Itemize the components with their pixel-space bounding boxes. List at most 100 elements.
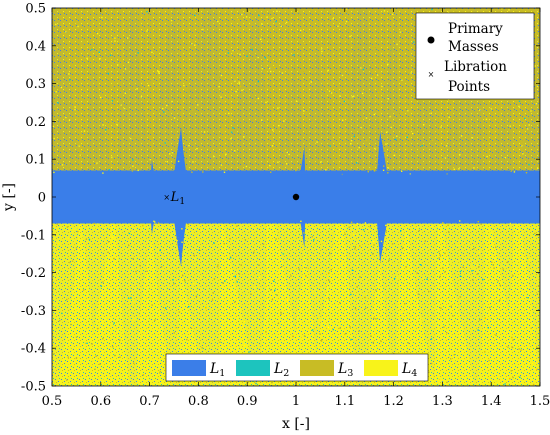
- basin-speckle: [430, 338, 433, 340]
- basin-speckle: [266, 16, 268, 18]
- basin-speckle: [155, 36, 158, 38]
- basin-speckle: [484, 356, 487, 359]
- basin-speckle: [105, 355, 108, 357]
- legend-swatch-l1: [172, 360, 206, 376]
- basin-speckle: [327, 9, 329, 11]
- basin-speckle: [284, 310, 287, 312]
- basin-speckle: [408, 333, 411, 335]
- basin-speckle: [108, 52, 110, 54]
- y-tick-label: 0.4: [25, 39, 46, 54]
- basin-speckle: [53, 353, 55, 355]
- basin-speckle: [93, 44, 95, 46]
- legend-swatch-l4: [364, 360, 398, 376]
- basin-speckle: [289, 352, 291, 355]
- basin-speckle: [211, 351, 214, 353]
- basin-speckle: [312, 83, 314, 85]
- basin-speckle: [162, 107, 164, 110]
- basin-speckle: [350, 221, 353, 223]
- basin-speckle: [71, 348, 73, 350]
- basin-speckle: [171, 152, 174, 154]
- basin-speckle: [56, 31, 58, 33]
- basin-speckle: [446, 332, 448, 334]
- basin-speckle: [438, 250, 440, 253]
- basin-speckle: [105, 66, 107, 69]
- basin-speckle: [251, 48, 253, 51]
- basin-speckle: [257, 80, 260, 83]
- basin-speckle: [455, 335, 458, 338]
- basin-speckle: [69, 227, 71, 229]
- basin-speckle: [405, 167, 408, 170]
- basin-speckle: [478, 251, 481, 253]
- basin-speckle: [411, 322, 413, 324]
- basin-speckle: [75, 15, 78, 18]
- basin-speckle: [342, 119, 344, 121]
- basin-speckle: [247, 76, 250, 79]
- basin-speckle: [177, 65, 180, 67]
- basin-speckle: [78, 24, 81, 27]
- basin-speckle: [194, 14, 196, 17]
- basin-speckle: [56, 223, 58, 225]
- basin-speckle: [331, 281, 334, 284]
- basin-speckle: [394, 334, 396, 336]
- basin-speckle: [317, 334, 319, 337]
- basin-speckle: [128, 244, 130, 247]
- basin-speckle: [360, 8, 362, 10]
- basin-speckle: [77, 348, 79, 350]
- basin-speckle: [66, 379, 68, 381]
- basin-speckle: [371, 139, 373, 142]
- basin-speckle: [497, 280, 499, 282]
- basin-speckle: [311, 121, 313, 124]
- basin-speckle: [136, 88, 138, 90]
- basin-speckle: [355, 162, 358, 164]
- basin-speckle: [433, 305, 435, 308]
- basin-speckle: [369, 226, 372, 228]
- basin-speckle: [234, 301, 236, 303]
- basin-speckle: [81, 43, 83, 45]
- basin-speckle: [478, 363, 480, 366]
- basin-speckle: [73, 240, 75, 242]
- basin-speckle: [127, 61, 130, 64]
- basin-speckle: [400, 230, 402, 232]
- basin-speckle: [511, 336, 513, 339]
- basin-speckle: [56, 89, 58, 91]
- basin-speckle: [83, 130, 86, 132]
- basin-speckle: [298, 325, 301, 327]
- basin-speckle: [157, 349, 160, 352]
- basin-speckle: [316, 141, 318, 143]
- y-tick-label: 0.5: [25, 2, 46, 17]
- basin-speckle: [339, 301, 341, 304]
- basin-speckle: [216, 94, 218, 96]
- basin-speckle: [67, 356, 69, 358]
- basin-speckle: [85, 238, 88, 240]
- basin-speckle: [530, 110, 532, 112]
- basin-speckle: [280, 311, 282, 314]
- basin-speckle: [98, 343, 100, 346]
- basin-speckle: [52, 356, 54, 358]
- basin-speckle: [328, 279, 330, 281]
- basin-speckle: [151, 304, 153, 306]
- basin-speckle: [138, 55, 140, 58]
- basin-speckle: [199, 132, 201, 134]
- basin-speckle: [98, 51, 100, 53]
- basin-speckle: [161, 227, 164, 230]
- basin-speckle: [147, 16, 149, 19]
- basin-speckle: [446, 376, 448, 378]
- basin-speckle: [246, 164, 249, 166]
- basin-speckle: [164, 142, 166, 144]
- basin-speckle: [295, 293, 297, 295]
- basin-speckle: [396, 135, 398, 137]
- basin-speckle: [448, 303, 450, 306]
- basin-speckle: [157, 107, 159, 110]
- basin-speckle: [324, 27, 327, 29]
- basin-speckle: [271, 382, 273, 384]
- basin-speckle: [380, 340, 382, 343]
- basin-speckle: [213, 156, 215, 158]
- basin-speckle: [384, 295, 386, 297]
- basin-speckle: [443, 367, 445, 370]
- basin-speckle: [93, 249, 95, 251]
- basin-speckle: [364, 222, 367, 224]
- basin-speckle: [176, 239, 178, 242]
- basin-speckle: [198, 277, 201, 280]
- basin-speckle: [330, 243, 332, 245]
- basin-speckle: [112, 346, 114, 348]
